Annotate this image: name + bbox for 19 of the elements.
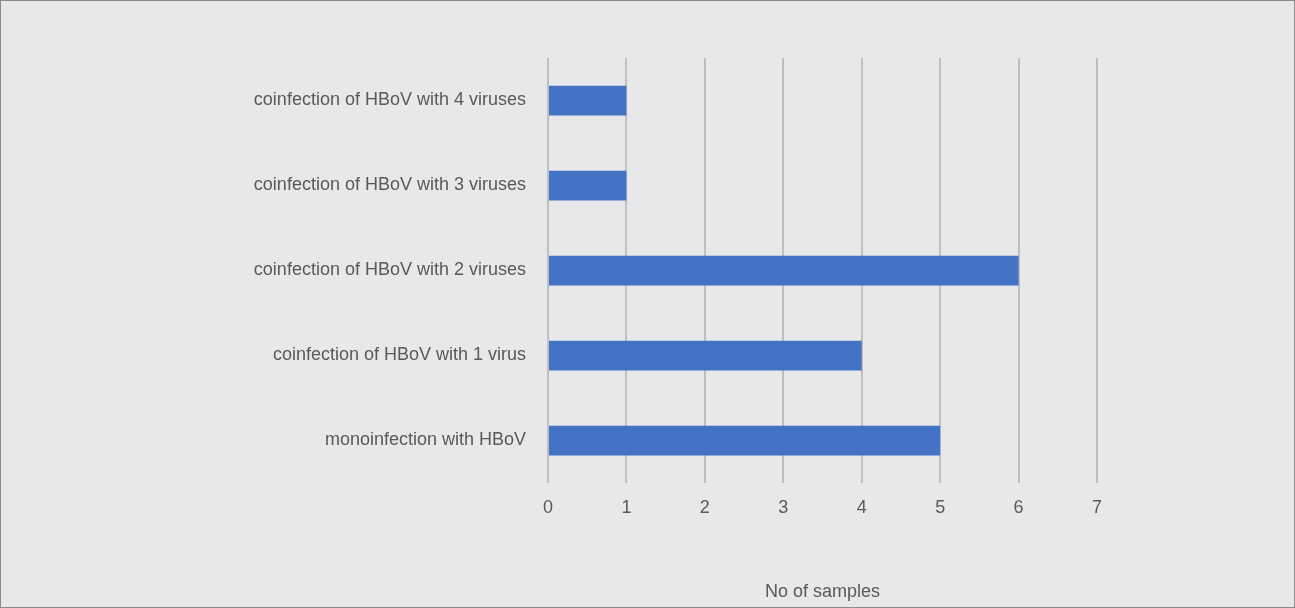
y-tick-label: coinfection of HBoV with 1 virus (272, 344, 526, 365)
bar (549, 255, 1019, 286)
x-axis-title: No of samples (764, 581, 881, 602)
x-tick-label: 2 (699, 496, 710, 517)
y-tick-label: coinfection of HBoV with 4 viruses (253, 89, 526, 110)
y-tick-label: monoinfection with HBoV (324, 429, 526, 450)
x-tick-label: 4 (856, 496, 867, 517)
bar (549, 425, 941, 456)
x-tick-label: 3 (778, 496, 789, 517)
bar (549, 170, 627, 201)
x-tick-label: 5 (935, 496, 946, 517)
x-tick-label: 7 (1091, 496, 1103, 517)
x-tick-label: 6 (1013, 496, 1024, 517)
bar (549, 85, 627, 116)
bar (549, 340, 862, 371)
y-tick-label: coinfection of HBoV with 3 viruses (253, 174, 526, 195)
x-tick-label: 1 (621, 496, 632, 517)
y-tick-label: coinfection of HBoV with 2 viruses (253, 259, 526, 280)
x-tick-label: 0 (542, 496, 554, 517)
